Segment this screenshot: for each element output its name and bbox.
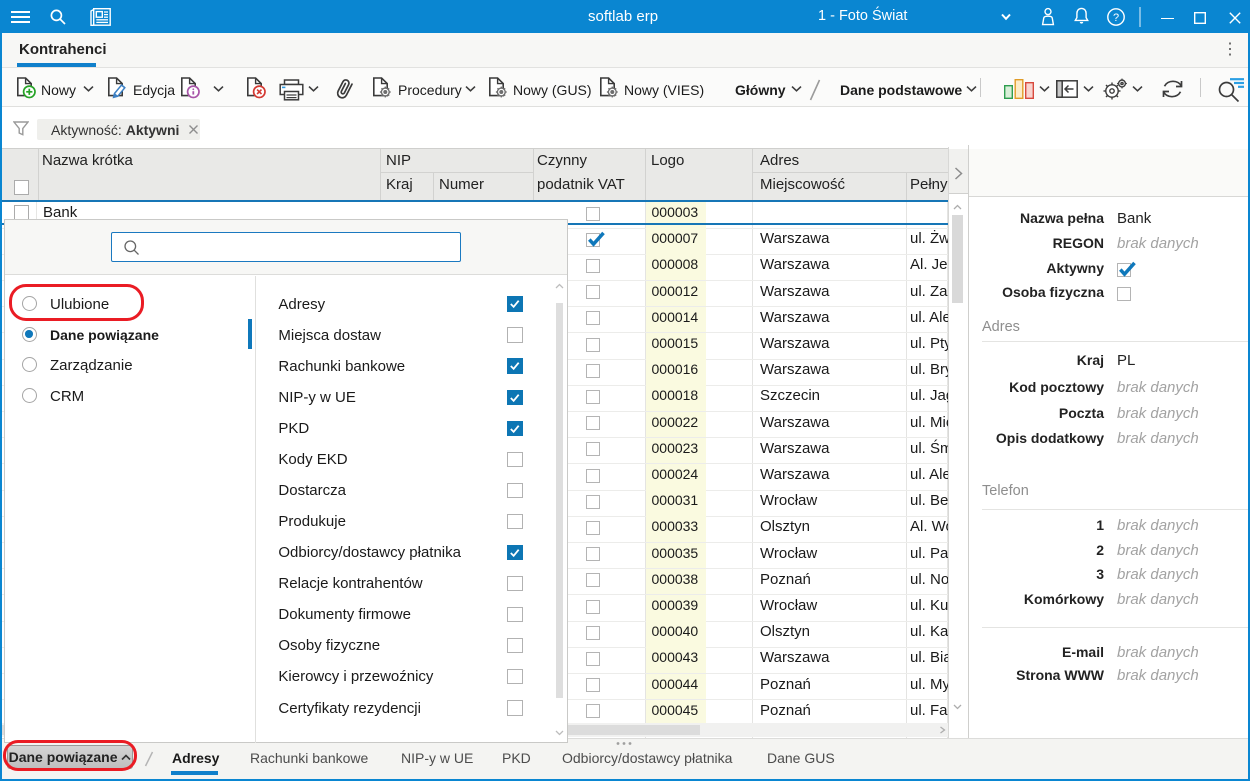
svg-text:?: ? [1113,12,1119,24]
